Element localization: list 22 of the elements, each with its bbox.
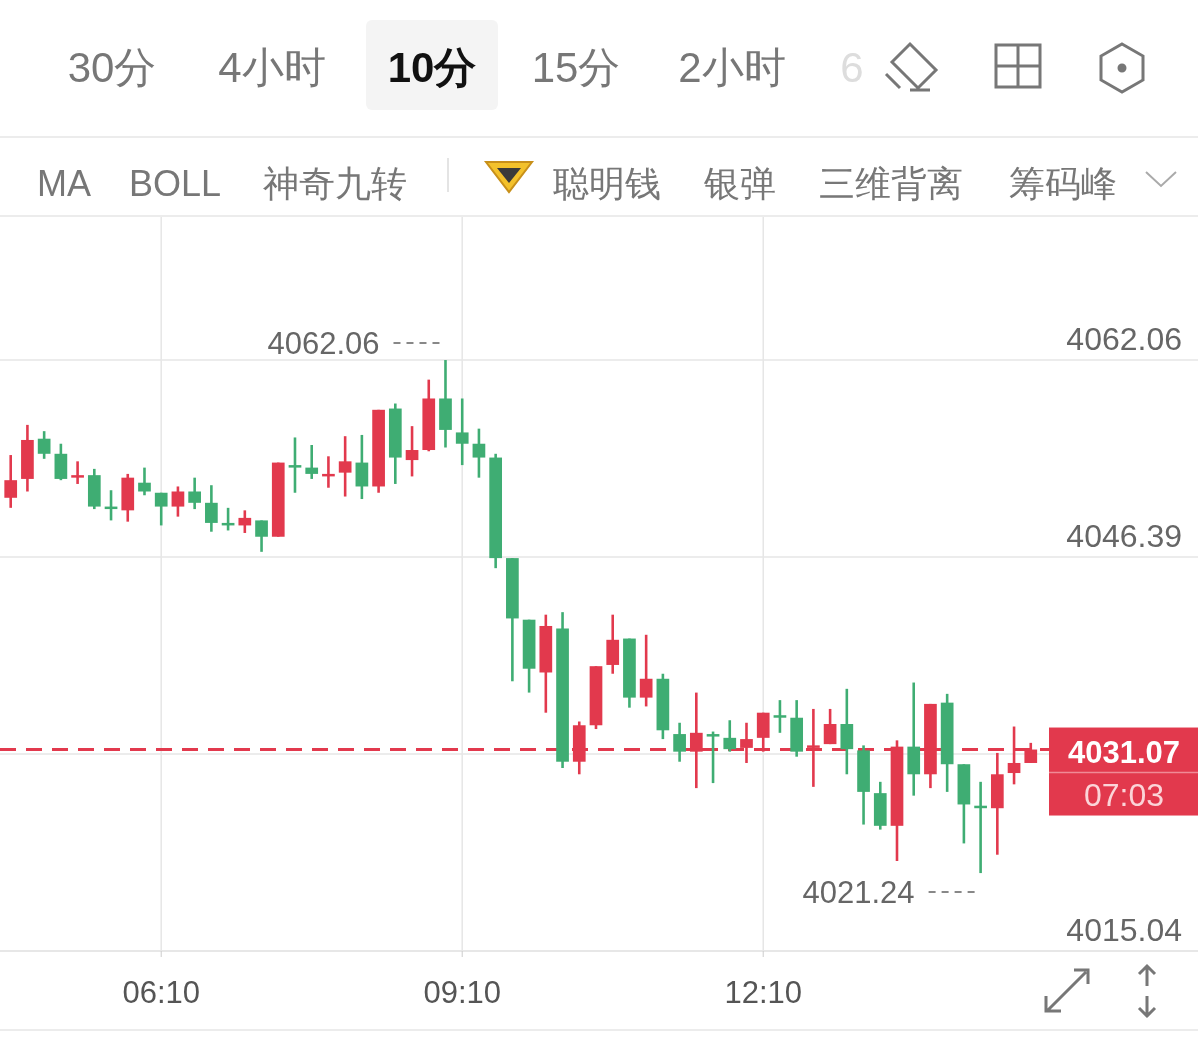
text: BOLL <box>128 163 222 204</box>
y-tick-label: 4062.06 <box>1066 321 1182 358</box>
x-tick-label: 09:10 <box>423 975 501 1010</box>
text: 银弹 <box>703 163 776 204</box>
text: 15分 <box>531 44 621 91</box>
text: MA <box>37 163 91 204</box>
text: 10分 <box>387 44 477 91</box>
text: 三维背离 <box>819 163 963 204</box>
text: 筹码峰 <box>1009 163 1117 204</box>
annotation: 4021.24 <box>802 875 915 911</box>
text: 30分 <box>67 44 157 91</box>
text: 神奇九转 <box>263 163 407 204</box>
text: 聪明钱 <box>553 163 661 204</box>
text: 2小时 <box>678 44 786 91</box>
ref-line-label: 4031.07 <box>1067 734 1181 770</box>
x-tick-label: 12:10 <box>724 975 803 1010</box>
x-tick-label: 06:10 <box>122 975 200 1010</box>
annotation: 07:03 <box>1083 776 1165 813</box>
annotation: 4062.06 <box>267 326 380 362</box>
text: 4小时 <box>218 44 326 91</box>
y-tick-label: 4015.04 <box>1066 912 1182 948</box>
y-tick-label: 4046.39 <box>1066 517 1182 554</box>
